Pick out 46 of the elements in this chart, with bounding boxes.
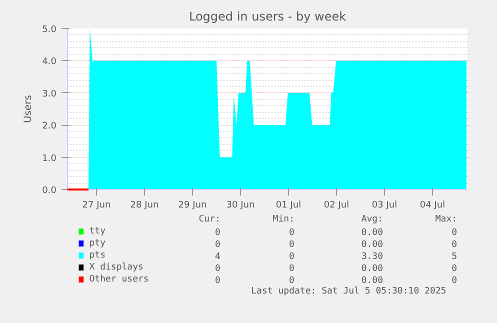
text: 0.00	[361, 264, 384, 274]
text: 5	[452, 252, 458, 262]
legend-label: pts	[89, 250, 106, 260]
y-tick-label: 1.0	[42, 154, 57, 164]
text: 0	[215, 264, 220, 274]
text: 0	[289, 252, 294, 262]
y-tick-label: 4.0	[42, 57, 57, 68]
chart-title: Logged in users - by week	[188, 10, 346, 24]
y-tick-label: 2.0	[42, 122, 57, 132]
y-tick-label: 5.0	[42, 25, 57, 35]
x-tick-label: 30 Jun	[226, 200, 255, 210]
x-tick-label: 03 Jul	[372, 200, 398, 210]
legend-label: tty	[89, 226, 106, 236]
text: Cur:	[198, 214, 220, 224]
legend-label: pty	[89, 238, 106, 248]
x-tick-label: 02 Jul	[324, 200, 350, 210]
text: 0	[215, 276, 220, 286]
x-tick-label: 27 Jun	[82, 200, 111, 210]
text: 0	[289, 240, 294, 250]
text: 0.00	[361, 276, 384, 286]
text: 3.30	[361, 252, 384, 262]
x-tick-label: 01 Jul	[276, 200, 302, 210]
text: 0	[289, 264, 294, 274]
text: Min:	[272, 214, 294, 224]
text: 0	[452, 240, 458, 250]
x-tick-label: 28 Jun	[130, 200, 159, 210]
text: Last update: Sat Jul 5 05:30:10 2025	[251, 286, 446, 296]
legend-label: X displays	[89, 262, 144, 272]
text: 0.00	[361, 228, 384, 238]
text: 0	[289, 228, 294, 238]
text: 0	[215, 228, 220, 238]
legend-label: Other users	[89, 274, 149, 284]
text: 0	[289, 276, 294, 286]
text: 0	[452, 264, 458, 274]
y-axis-title: Users	[23, 94, 34, 123]
y-tick-label: 0.0	[42, 186, 57, 196]
x-tick-label: 04 Jul	[420, 200, 446, 210]
text: 0	[215, 240, 220, 250]
text: Avg:	[361, 214, 384, 224]
text: Max:	[435, 214, 458, 224]
text: 0	[452, 228, 458, 238]
text: 0	[452, 276, 458, 286]
x-tick-label: 29 Jun	[178, 200, 207, 210]
text: 4	[215, 252, 220, 262]
y-tick-label: 3.0	[42, 89, 57, 100]
text: 0.00	[361, 240, 384, 250]
